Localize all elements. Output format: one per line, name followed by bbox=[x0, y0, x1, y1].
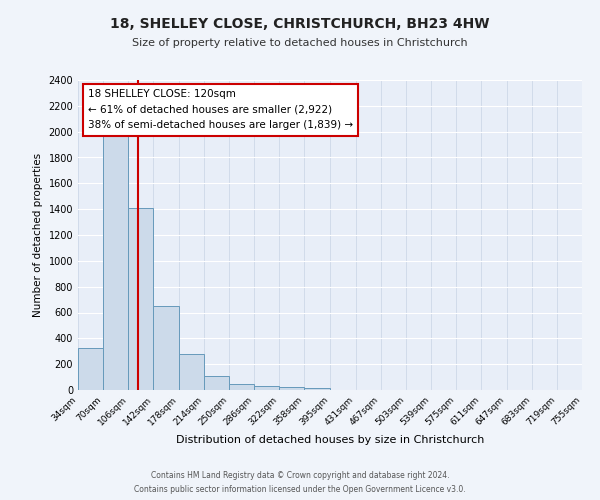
Bar bbox=[204, 376, 229, 390]
Text: 18 SHELLEY CLOSE: 120sqm
← 61% of detached houses are smaller (2,922)
38% of sem: 18 SHELLEY CLOSE: 120sqm ← 61% of detach… bbox=[88, 90, 353, 130]
Text: Contains HM Land Registry data © Crown copyright and database right 2024.: Contains HM Land Registry data © Crown c… bbox=[151, 472, 449, 480]
Text: 18, SHELLEY CLOSE, CHRISTCHURCH, BH23 4HW: 18, SHELLEY CLOSE, CHRISTCHURCH, BH23 4H… bbox=[110, 18, 490, 32]
Bar bbox=[229, 384, 254, 390]
Bar bbox=[304, 388, 331, 390]
Bar bbox=[103, 135, 128, 390]
Bar bbox=[254, 386, 280, 390]
Text: Size of property relative to detached houses in Christchurch: Size of property relative to detached ho… bbox=[132, 38, 468, 48]
Bar bbox=[154, 306, 179, 390]
Bar bbox=[128, 208, 154, 390]
Text: Contains public sector information licensed under the Open Government Licence v3: Contains public sector information licen… bbox=[134, 484, 466, 494]
Bar bbox=[280, 388, 304, 390]
Bar bbox=[78, 348, 103, 390]
Y-axis label: Number of detached properties: Number of detached properties bbox=[33, 153, 43, 317]
Bar bbox=[179, 354, 204, 390]
X-axis label: Distribution of detached houses by size in Christchurch: Distribution of detached houses by size … bbox=[176, 436, 484, 446]
